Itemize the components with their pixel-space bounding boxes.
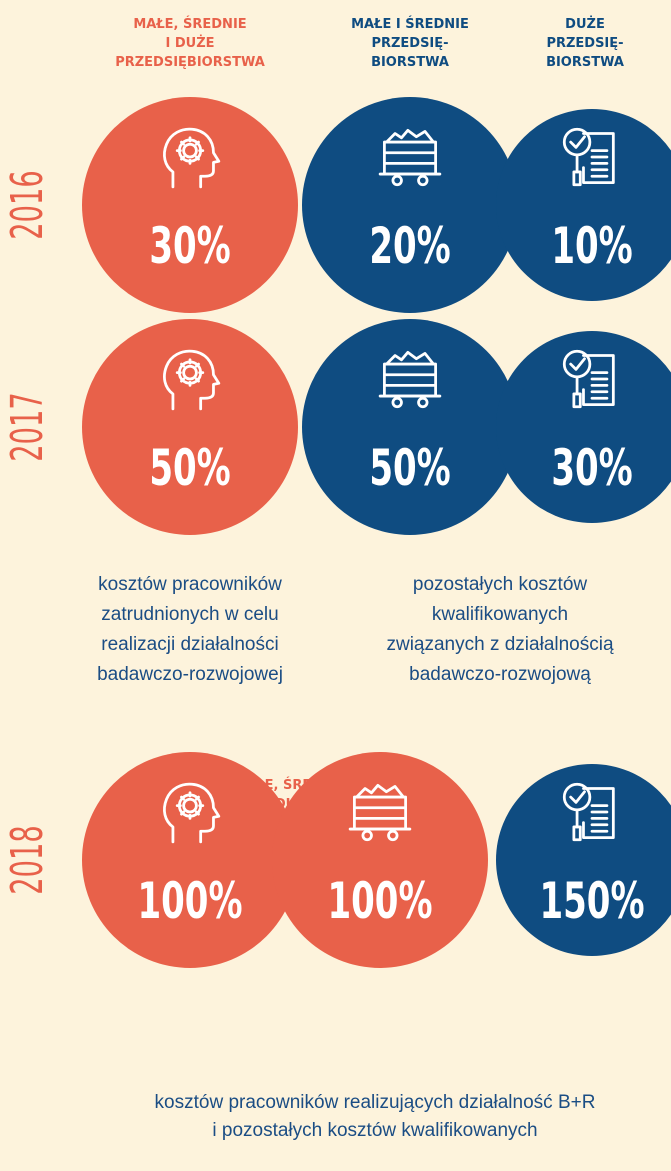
circle-badge [272,752,488,968]
description: kwalifikowanych [432,604,568,625]
circle-badge [496,764,671,956]
circle-badge [82,97,298,313]
percent-label: 150% [539,872,644,930]
circle-badge [302,319,518,535]
percent-label: 100% [327,872,432,930]
description: zatrudnionych w celu [101,604,278,625]
percent-label: 30% [149,217,230,275]
percent-label: 100% [137,872,242,930]
year-label: 2018 [1,825,53,894]
year-label: 2016 [1,170,53,239]
percent-label: 10% [551,217,632,275]
column-header: PRZEDSIĘBIORSTWA [115,55,265,70]
description: kosztów pracowników realizujących działa… [155,1092,596,1113]
description: kosztów pracowników [98,574,282,595]
circle-badge [82,752,298,968]
column-header: I DUŻE [165,35,214,51]
column-header: BIORSTWA [546,55,624,70]
circle-badge [82,319,298,535]
percent-label: 50% [369,439,450,497]
circle-badge [496,109,671,301]
column-header: MAŁE, ŚREDNIE [133,16,246,32]
description: i pozostałych kosztów kwalifikowanych [212,1120,537,1141]
description: badawczo-rozwojową [409,664,591,685]
description: realizacji działalności [101,634,278,655]
column-header: PRZEDSIĘ- [546,36,623,51]
percent-label: 20% [369,217,450,275]
column-header: DUŻE [565,16,605,32]
year-label: 2017 [1,392,53,461]
description: związanych z działalnością [386,634,613,655]
percent-label: 50% [149,439,230,497]
column-header: PRZEDSIĘ- [371,36,448,51]
column-header: MAŁE I ŚREDNIE [351,16,469,32]
column-header: BIORSTWA [371,55,449,70]
description: pozostałych kosztów [413,574,588,595]
percent-label: 30% [551,439,632,497]
description: badawczo-rozwojowej [97,664,283,685]
circle-badge [302,97,518,313]
circle-badge [496,331,671,523]
